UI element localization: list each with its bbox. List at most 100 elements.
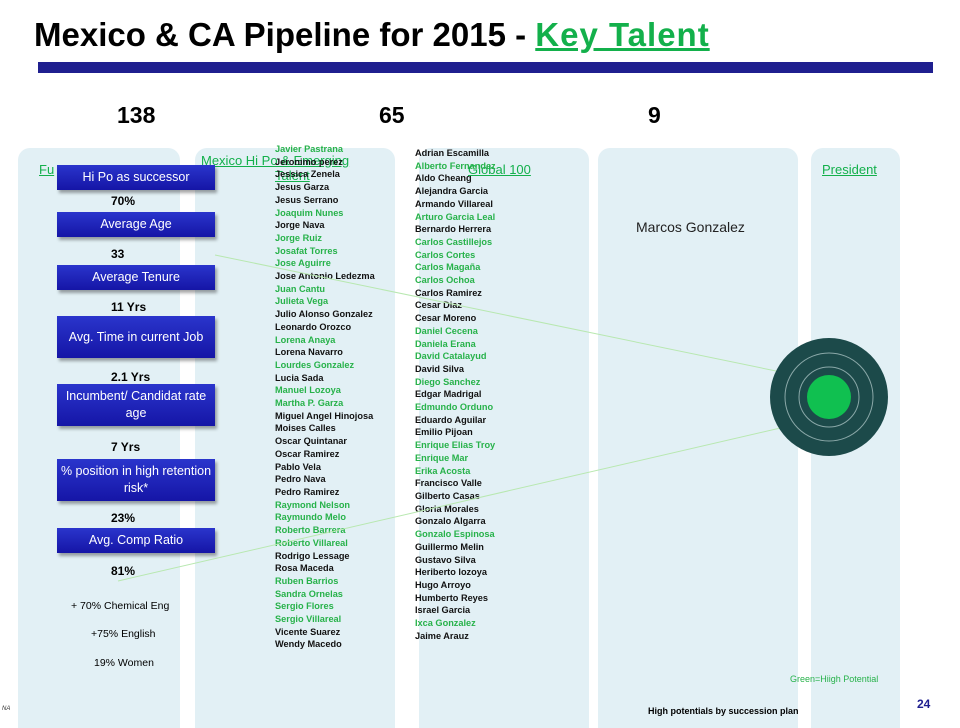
global-100-name: Carlos Castillejos (415, 236, 493, 247)
global-100-name: Enrique Mar (415, 452, 469, 463)
global-100-name: Gilberto Casas (415, 490, 480, 501)
global-100-name: Alejandra Garcia (415, 186, 489, 197)
emerging-talent-name: Wendy Macedo (275, 639, 342, 650)
global-100-name: Daniel Cecena (415, 325, 478, 336)
emerging-talent-name: Pedro Ramirez (275, 486, 340, 497)
global-100-name: Bernardo Herrera (415, 224, 492, 235)
global-100-name: Heriberto lozoya (415, 567, 487, 578)
heading-emerging[interactable]: Mexico Hi Po & Emerging Talent (201, 153, 349, 183)
global-100-name: Erika Acosta (415, 465, 471, 476)
global-100-name: Alberto Fernandez (415, 160, 496, 171)
heading-functional[interactable]: Fu (39, 162, 55, 177)
emerging-talent-name: Miguel Angel Hinojosa (275, 410, 374, 421)
emerging-talent-name-list: Javier Pastrana Jeronimo perez Jessica Zen… (275, 143, 375, 651)
emerging-talent-name: Rosa Maceda (275, 563, 334, 574)
count-global: 9 (648, 102, 661, 128)
global-100-name: Humberto Reyes (415, 592, 489, 603)
emerging-talent-name: Lorena Navarro (275, 347, 343, 358)
metric-incumbent-rate-age-value: 7 Yrs (111, 440, 141, 454)
heading-global-100[interactable]: Global 100 (468, 162, 531, 177)
emerging-talent-name: Sergio Flores (275, 601, 334, 612)
global-100-name: Ixca Gonzalez (415, 618, 476, 629)
global-100-name: Edmundo Orduno (415, 402, 494, 413)
global-100-name: Carlos Magaña (415, 262, 481, 273)
metric-retention-risk-value: 23% (111, 511, 136, 525)
key-talent-link[interactable]: Key Talent (535, 16, 710, 53)
global-100-name: Cesar Moreno (415, 313, 477, 324)
note-women: 19% Women (94, 657, 154, 669)
emerging-talent-name: Sergio Villareal (275, 614, 342, 625)
emerging-talent-name: Sandra Ornelas (275, 588, 343, 599)
emerging-talent-name: Julio Alonso Gonzalez (275, 309, 373, 320)
emerging-talent-name: Vicente Suarez (275, 626, 341, 637)
global-100-name: Gonzalo Espinosa (415, 529, 495, 540)
metric-time-current-job-value: 2.1 Yrs (111, 370, 151, 384)
emerging-talent-name: Jesus Serrano (275, 194, 339, 205)
heading-emerging-line1: Mexico Hi Po & Emerging (201, 153, 350, 168)
global-100-name: Cesar Diaz (415, 300, 462, 311)
note-english: +75% English (91, 628, 156, 640)
emerging-talent-name: Jeronimo perez (275, 156, 343, 167)
connector-line-lower (117, 419, 816, 582)
metric-average-tenure-value: 11 Yrs (111, 300, 147, 314)
emerging-talent-name: Martha P. Garza (275, 398, 344, 409)
global-100-name: Gloria Morales (415, 503, 479, 514)
metric-time-current-job[interactable]: Avg. Time in current Job (57, 316, 215, 358)
emerging-talent-name: Julieta Vega (275, 296, 329, 307)
title-underline-bar (38, 62, 933, 73)
emerging-talent-name: Roberto Barrera (275, 525, 346, 536)
emerging-talent-name: Ruben Barrios (275, 575, 339, 586)
global-100-name: Aldo Cheang (415, 173, 472, 184)
metric-average-tenure[interactable]: Average Tenure (57, 265, 215, 290)
global-100-name: Gonzalo Algarra (415, 516, 486, 527)
metric-hipo-successor-value: 70% (111, 194, 136, 208)
emerging-talent-name: Juan Cantu (275, 283, 326, 294)
global-100-name: Carlos Cortes (415, 249, 476, 260)
emerging-talent-name: Raymundo Melo (275, 512, 346, 523)
footer-caption: High potentials by succession plan (648, 706, 799, 716)
footer-na-note: NA (2, 706, 11, 712)
page-title-text: Mexico & CA Pipeline for 2015 - (34, 16, 536, 53)
global-100-name: Jaime Arauz (415, 630, 469, 641)
president-candidate-name: Marcos Gonzalez (636, 219, 745, 235)
metric-hipo-successor[interactable]: Hi Po as successor (57, 165, 215, 190)
emerging-talent-name: Pedro Nava (275, 474, 326, 485)
emerging-talent-name: Manuel Lozoya (275, 385, 341, 396)
note-chemical-eng: + 70% Chemical Eng (71, 600, 170, 612)
metric-incumbent-rate-age[interactable]: Incumbent/ Candidat rate age (57, 384, 215, 426)
count-emerging: 65 (379, 102, 405, 128)
metric-comp-ratio[interactable]: Avg. Comp Ratio (57, 528, 215, 553)
emerging-talent-name: Moises Calles (275, 423, 336, 434)
column-candidate (598, 148, 798, 728)
emerging-talent-name: Raymond Nelson (275, 499, 351, 510)
global-100-name: Emilio Pijoan (415, 427, 473, 438)
metric-retention-risk[interactable]: % position in high retention risk* (57, 459, 215, 501)
global-100-name: David Silva (415, 363, 465, 374)
column-emerging-talent (195, 148, 395, 728)
emerging-talent-name: Javier Pastrana (275, 144, 343, 154)
emerging-talent-name: Joaquim Nunes (275, 207, 344, 218)
emerging-talent-name: Lorena Anaya (275, 334, 336, 345)
emerging-talent-name: Lucia Sada (275, 372, 324, 383)
emerging-talent-name: Jose Antonio Ledezma (275, 271, 375, 282)
global-100-name: Diego Sanchez (415, 376, 481, 387)
emerging-talent-name: Oscar Ramirez (275, 448, 340, 459)
global-100-name: Enrique Elias Troy (415, 440, 496, 451)
emerging-talent-name: Rodrigo Lessage (275, 550, 350, 561)
emerging-talent-name: Leonardo Orozco (275, 321, 352, 332)
metric-average-age-value: 33 (111, 247, 125, 261)
global-100-name: Francisco Valle (415, 478, 482, 489)
heading-emerging-line2: Talent (275, 168, 310, 183)
emerging-talent-name: Pablo Vela (275, 461, 321, 472)
count-functional: 138 (117, 102, 156, 128)
connector-line-upper (214, 254, 811, 379)
metric-comp-ratio-value: 81% (111, 564, 136, 578)
global-100-name: Adrian Escamilla (415, 148, 490, 158)
page-title: Mexico & CA Pipeline for 2015 - Key Tale… (34, 16, 710, 54)
global-100-name: Daniela Erana (415, 338, 476, 349)
global-100-name: Edgar Madrigal (415, 389, 482, 400)
emerging-talent-name: Jorge Nava (275, 220, 325, 231)
metric-average-age[interactable]: Average Age (57, 212, 215, 237)
heading-president[interactable]: President (822, 162, 877, 177)
